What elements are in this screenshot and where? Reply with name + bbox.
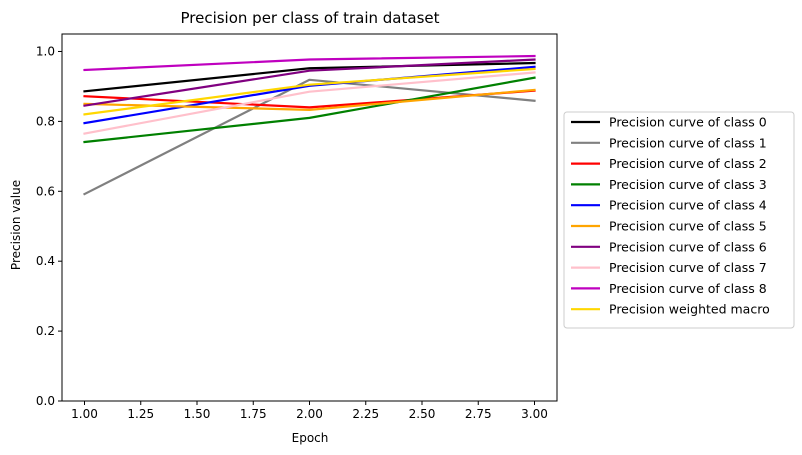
series-line-1 (83, 78, 536, 196)
y-tick-label-4: 0.8 (36, 114, 55, 128)
legend-label-1: Precision curve of class 1 (609, 135, 767, 150)
legend-label-5: Precision curve of class 5 (609, 219, 767, 234)
x-tick-label-2: 1.50 (184, 407, 211, 421)
y-tick-label-0: 0.0 (36, 394, 55, 408)
series-line-8 (83, 54, 536, 72)
x-tick-label-0: 1.00 (71, 407, 98, 421)
y-tick-label-1: 0.2 (36, 324, 55, 338)
x-tick-label-4: 2.00 (296, 407, 323, 421)
series-line-5 (83, 88, 536, 111)
series-line-3 (83, 76, 536, 144)
chart-title: Precision per class of train dataset (180, 9, 439, 27)
y-tick-label-5: 1.0 (36, 44, 55, 58)
y-axis-label: Precision value (9, 180, 23, 270)
series-line-0 (83, 61, 536, 93)
plot-frame (61, 33, 558, 402)
legend-label-2: Precision curve of class 2 (609, 156, 767, 171)
legend-label-7: Precision curve of class 7 (609, 260, 767, 275)
legend-label-6: Precision curve of class 6 (609, 239, 767, 254)
legend-label-4: Precision curve of class 4 (609, 198, 767, 213)
legend-box (563, 111, 795, 329)
x-axis-label: Epoch (292, 431, 329, 445)
legend-label-3: Precision curve of class 3 (609, 177, 767, 192)
x-tick-label-6: 2.50 (409, 407, 436, 421)
series-line-9 (83, 67, 536, 116)
legend-label-8: Precision curve of class 8 (609, 281, 767, 296)
legend-label-0: Precision curve of class 0 (609, 115, 767, 130)
y-tick-label-3: 0.6 (36, 184, 55, 198)
x-tick-label-8: 3.00 (521, 407, 548, 421)
x-tick-label-7: 2.75 (465, 407, 492, 421)
legend: Precision curve of class 0 Precision curv… (563, 111, 795, 329)
x-tick-label-3: 1.75 (240, 407, 267, 421)
x-tick-label-1: 1.25 (127, 407, 154, 421)
x-tick-label-5: 2.25 (352, 407, 379, 421)
series-line-6 (83, 58, 536, 107)
legend-label-9: Precision weighted macro (609, 302, 770, 317)
y-tick-label-2: 0.4 (36, 254, 55, 268)
plot-area: 1.00 1.25 1.50 1.75 2.00 2.25 2.50 2.75 3.00 0.0 0… (36, 33, 558, 421)
series-line-7 (83, 71, 536, 135)
